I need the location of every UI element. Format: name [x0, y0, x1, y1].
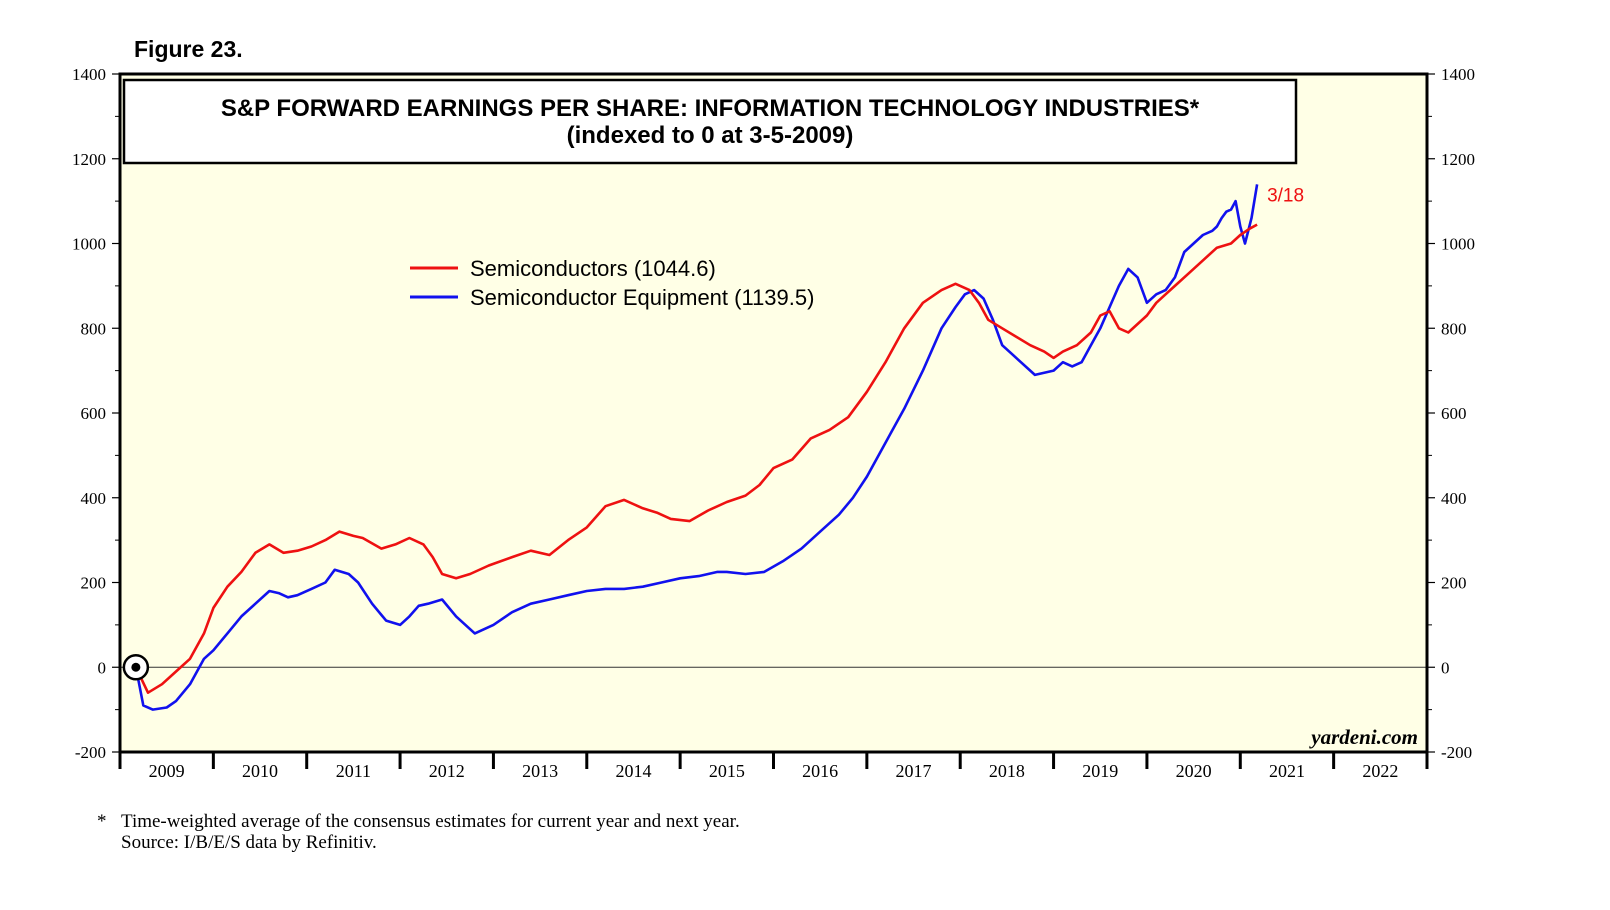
- x-tick-label: 2011: [336, 761, 371, 781]
- x-tick-label: 2018: [989, 761, 1025, 781]
- figure-label: Figure 23.: [134, 36, 243, 62]
- plot-frame: [118, 72, 1429, 754]
- chart-subtitle: (indexed to 0 at 3-5-2009): [567, 122, 854, 149]
- x-tick-label: 2013: [522, 761, 558, 781]
- legend-label-semiconductor-equipment: Semiconductor Equipment (1139.5): [470, 285, 814, 310]
- x-tick-label: 2012: [429, 761, 465, 781]
- y-tick-label-left: 1000: [72, 235, 106, 254]
- y-tick-label-left: 600: [81, 404, 107, 423]
- y-tick-label-left: 1200: [72, 150, 106, 169]
- footnote-line-2: Source: I/B/E/S data by Refinitiv.: [121, 832, 377, 853]
- watermark: yardeni.com: [1308, 725, 1418, 749]
- x-tick-label: 2009: [149, 761, 185, 781]
- y-tick-label-left: 800: [81, 319, 107, 338]
- latest-date-annotation: 3/18: [1267, 185, 1304, 206]
- y-tick-label-left: 1400: [72, 65, 106, 84]
- y-tick-label-left: 200: [81, 574, 107, 593]
- x-tick-label: 2015: [709, 761, 745, 781]
- y-tick-label-left: 0: [98, 658, 107, 677]
- y-tick-label-right: 200: [1441, 574, 1467, 593]
- x-tick-label: 2022: [1362, 761, 1398, 781]
- footnote-line-1: Time-weighted average of the consensus e…: [121, 811, 740, 832]
- x-axis-labels: 2009 2010 2011 2012 2013 2014 2015 2016 2017 2018…: [149, 761, 1399, 781]
- y-tick-label-right: -200: [1441, 743, 1472, 762]
- y-tick-label-right: 1200: [1441, 150, 1475, 169]
- y-tick-label-left: -200: [75, 743, 106, 762]
- x-tick-label: 2019: [1082, 761, 1118, 781]
- legend: Semiconductors (1044.6) Semiconductor Eq…: [410, 256, 814, 310]
- series-line-semiconductors: [134, 223, 1258, 695]
- x-tick-label: 2017: [896, 761, 932, 781]
- chart-title: S&P FORWARD EARNINGS PER SHARE: INFORMAT…: [221, 95, 1200, 122]
- x-tick-label: 2020: [1176, 761, 1212, 781]
- footnote-marker: *: [97, 811, 107, 832]
- origin-marker: [122, 654, 150, 681]
- y-tick-label-right: 400: [1441, 489, 1467, 508]
- x-tick-label: 2010: [242, 761, 278, 781]
- y-tick-label-right: 1000: [1441, 235, 1475, 254]
- y-tick-label-right: 0: [1441, 658, 1450, 677]
- y-axis-labels: 1400 1400 1200 1200 1000 1000 800 800 600 600 400 4…: [72, 65, 1475, 762]
- y-tick-label-left: 400: [81, 489, 107, 508]
- x-tick-label: 2021: [1269, 761, 1305, 781]
- legend-label-semiconductors: Semiconductors (1044.6): [470, 256, 716, 281]
- x-tick-label: 2016: [802, 761, 838, 781]
- x-tick-label: 2014: [615, 761, 651, 781]
- y-tick-label-right: 600: [1441, 404, 1467, 423]
- y-tick-label-right: 800: [1441, 319, 1467, 338]
- y-tick-label-right: 1400: [1441, 65, 1475, 84]
- title-box: [122, 78, 1298, 165]
- series-line-semiconductor-equipment: [134, 184, 1259, 711]
- plot-background: [120, 74, 1427, 752]
